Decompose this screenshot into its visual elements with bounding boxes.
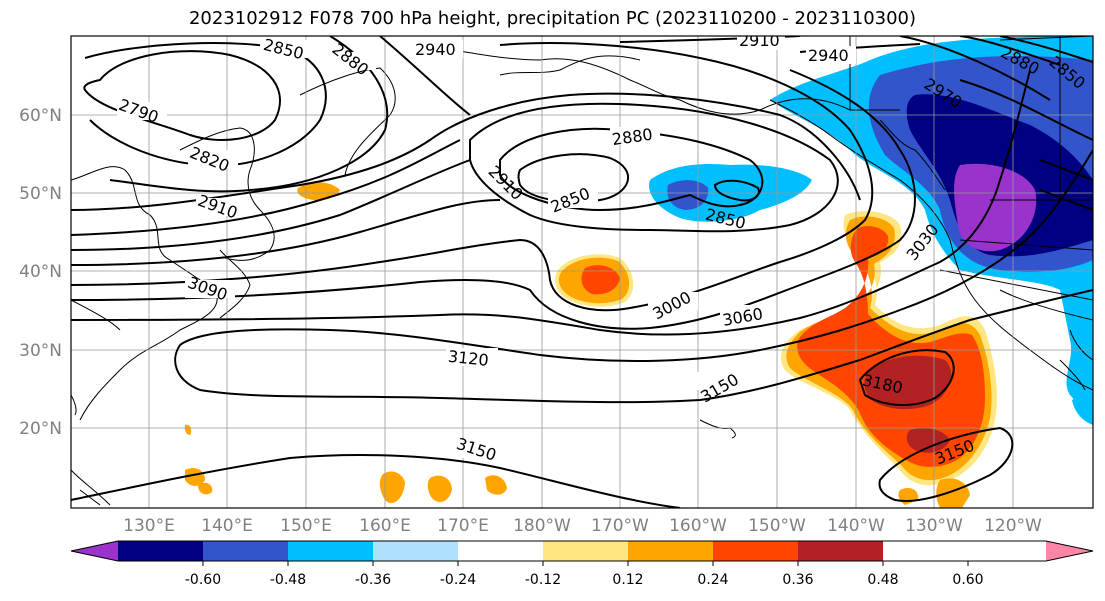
contour-label: 2910 [739, 31, 780, 50]
contour-label: 2880 [329, 39, 373, 79]
lon-label: 160°E [359, 516, 411, 536]
lat-label: 50°N [19, 184, 62, 204]
contour-label: 2850 [261, 35, 305, 63]
lon-label: 150°W [748, 516, 806, 536]
colorbar-segment [288, 541, 373, 561]
colorbar-tick-label: -0.24 [440, 572, 476, 588]
contour-label: 3150 [454, 434, 499, 465]
lon-label: 160°W [669, 516, 727, 536]
lon-label: 180°W [513, 516, 571, 536]
contour-label: 3090 [185, 273, 230, 305]
contour-label: 2850 [548, 184, 593, 217]
colorbar-extend-max [1046, 541, 1093, 561]
lon-label: 120°W [984, 516, 1042, 536]
contour-label: 2940 [808, 46, 849, 65]
colorbar-tick-label: 0.12 [612, 572, 643, 588]
colorbar-tick-label: -0.48 [270, 572, 306, 588]
lon-label: 150°E [280, 516, 332, 536]
colorbar: -0.60 -0.48 -0.36 -0.24 -0.12 0.12 0.24 … [70, 540, 1094, 588]
lon-label: 140°E [201, 516, 253, 536]
lat-label: 40°N [19, 262, 62, 282]
map-plot-area: 2850 2880 2940 2910 2940 2880 2850 2790 … [71, 31, 1093, 508]
contour-label: 2790 [116, 95, 161, 127]
colorbar-segment [373, 541, 458, 561]
colorbar-segment [118, 541, 203, 561]
lon-label: 130°E [123, 516, 175, 536]
colorbar-segment [543, 541, 628, 561]
lon-label: 140°W [827, 516, 885, 536]
colorbar-segment [713, 541, 798, 561]
map-frame [70, 35, 1094, 509]
colorbar-tick-label: 0.60 [952, 572, 983, 588]
lat-label: 30°N [19, 341, 62, 361]
colorbar-tick-label: 0.24 [697, 572, 728, 588]
contour-label: 2910 [485, 162, 527, 204]
lon-label: 130°W [905, 516, 963, 536]
colorbar-tick-label: 0.36 [782, 572, 813, 588]
precip-positive-fill [184, 182, 997, 508]
colorbar-extend-min [71, 541, 118, 561]
longitude-labels: 130°E 140°E 150°E 160°E 170°E 180°W 170°… [123, 516, 1042, 536]
colorbar-segment [203, 541, 288, 561]
lon-label: 170°E [437, 516, 489, 536]
contour-label: 3120 [447, 347, 489, 370]
colorbar-tick-label: 0.48 [867, 572, 898, 588]
colorbar-segment [628, 541, 713, 561]
colorbar-tick-label: -0.36 [355, 572, 391, 588]
height-contours [71, 36, 1093, 508]
lon-label: 170°W [591, 516, 649, 536]
latitude-labels: 60°N 50°N 40°N 30°N 20°N [19, 106, 62, 439]
colorbar-segment [798, 541, 883, 561]
colorbar-tick-label: -0.12 [525, 572, 561, 588]
colorbar-segment [458, 541, 543, 561]
contour-label: 2940 [415, 40, 456, 59]
lat-label: 60°N [19, 106, 62, 126]
contour-label: 2820 [187, 143, 232, 176]
lat-label: 20°N [19, 419, 62, 439]
colorbar-tick-label: -0.60 [185, 572, 221, 588]
map-title: 2023102912 F078 700 hPa height, precipit… [188, 8, 917, 29]
